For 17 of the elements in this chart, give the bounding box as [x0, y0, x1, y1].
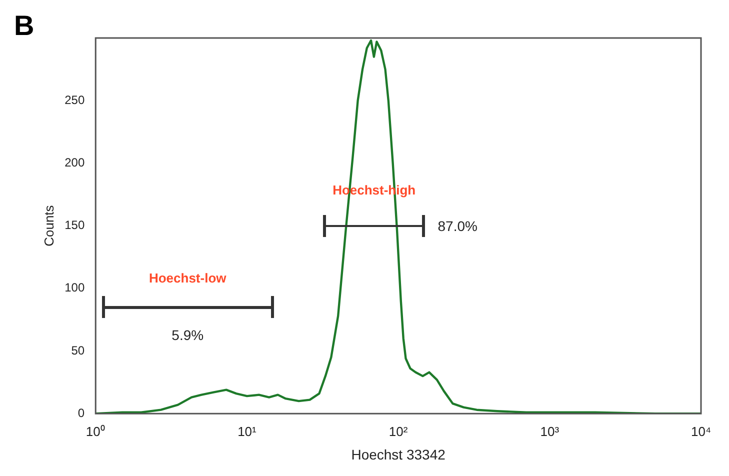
- text: B: [14, 10, 34, 42]
- y-tick-label: 200: [64, 156, 85, 170]
- x-tick-label: 10¹: [238, 424, 258, 439]
- y-tick-label: 150: [64, 218, 85, 232]
- annotation: 87.0%: [438, 218, 478, 234]
- x-tick-label: 10²: [388, 424, 408, 439]
- annotation: 5.9%: [172, 326, 204, 343]
- y-tick-label: 0: [78, 406, 85, 420]
- x-axis-title: Hoechst 33342: [351, 446, 446, 462]
- y-axis-title: Counts: [41, 204, 56, 246]
- x-tick-label: 10⁰: [86, 424, 106, 439]
- annotation: Hoechst-low: [148, 270, 226, 286]
- y-tick-label: 250: [64, 92, 85, 107]
- y-tick-label: 50: [71, 343, 85, 358]
- x-tick-label: 10⁴: [690, 424, 712, 439]
- x-tick-label: 10³: [540, 424, 560, 439]
- y-tick-label: 100: [64, 280, 85, 295]
